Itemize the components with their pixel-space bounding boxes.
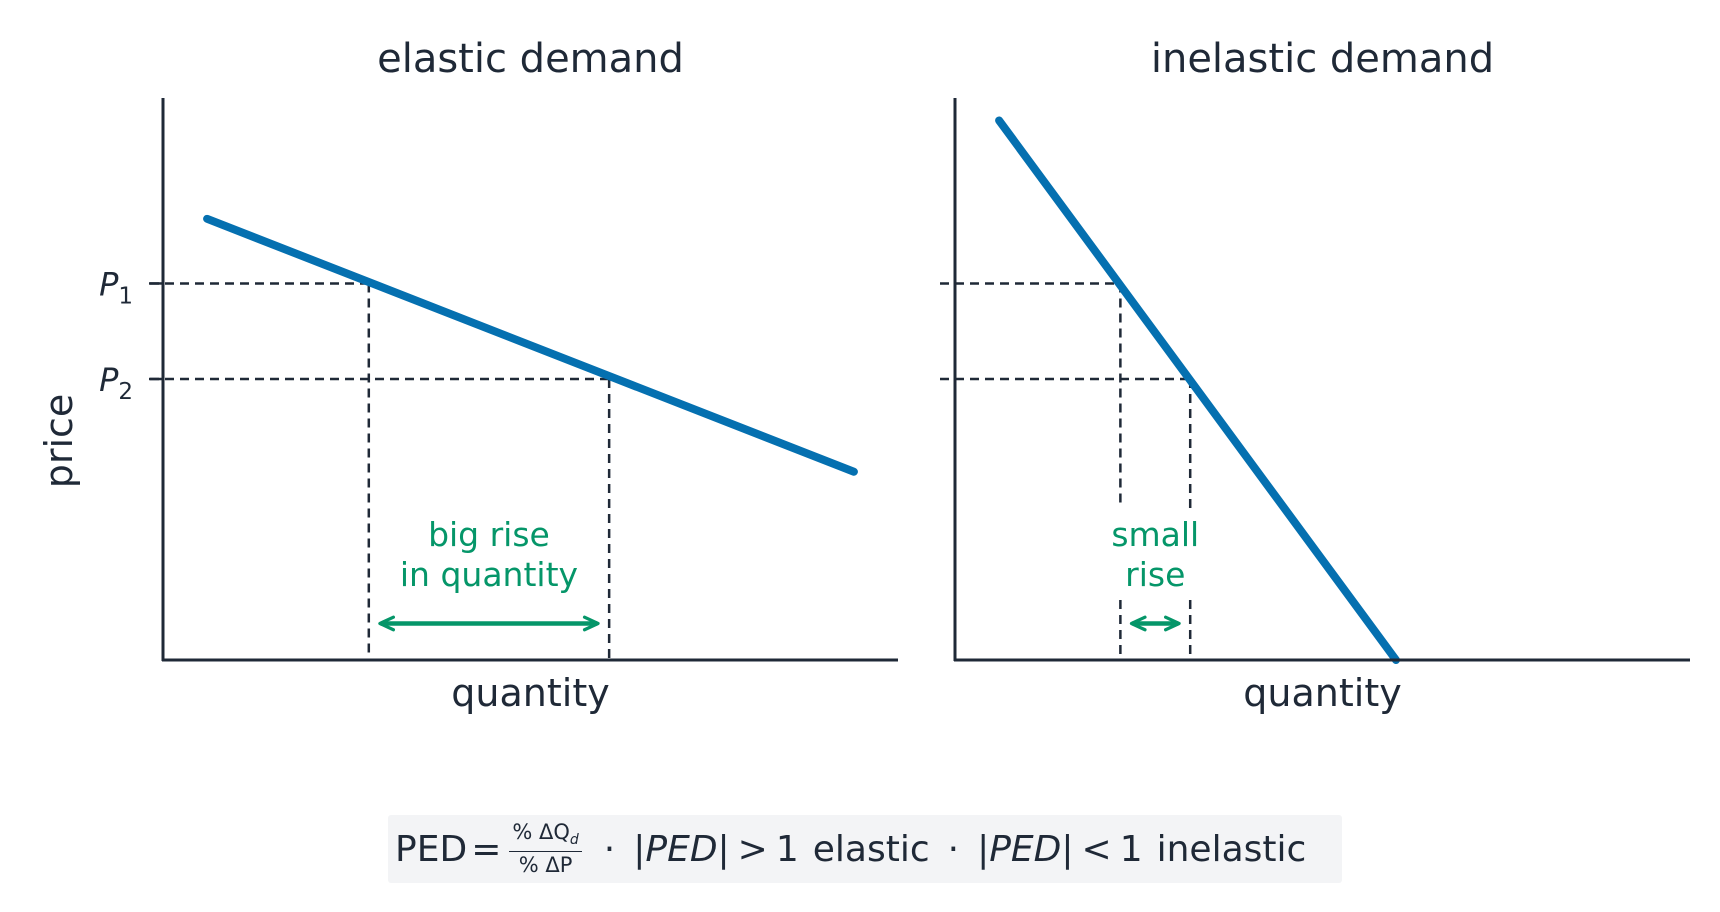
annotation-line-2-panel-1: in quantity	[400, 555, 578, 594]
y-tick-label-2: P2	[99, 361, 133, 405]
formula-separator: ·	[603, 828, 616, 870]
annotation-line-1-panel-1: big rise	[428, 515, 550, 554]
formula-numerator: % ΔQd	[509, 822, 582, 852]
formula-fraction: % ΔQd % ΔP	[509, 822, 582, 877]
chart-title-2: inelastic demand	[1151, 36, 1494, 82]
demand-curve-2	[995, 116, 1400, 664]
annotation-line-2-panel-2: rise	[1125, 555, 1185, 594]
formula-separator-2: ·	[947, 828, 960, 870]
formula-inelastic: inelastic	[1156, 828, 1307, 870]
formula-one-2: 1	[1119, 828, 1143, 870]
formula-abs-ped-1: |PED|	[633, 828, 730, 870]
formula-equals: =	[471, 828, 502, 870]
formula-lt: <	[1081, 828, 1112, 870]
x-axis-label-2: quantity	[1243, 671, 1401, 715]
chart-title-1: elastic demand	[377, 36, 684, 82]
y-axis-label: price	[37, 394, 81, 489]
annotation-line-1-panel-2: small	[1111, 515, 1199, 554]
formula-denominator: % ΔP	[518, 852, 573, 877]
formula-elastic: elastic	[812, 828, 930, 870]
y-tick-label-1: P1	[99, 265, 133, 309]
demand-curve-1	[203, 214, 858, 476]
formula-box	[388, 815, 1342, 883]
formula-one-1: 1	[775, 828, 799, 870]
x-axis-label-1: quantity	[451, 671, 609, 715]
formula-gt: >	[737, 828, 768, 870]
ped-formula: PED = % ΔQd % ΔP · |PED| > 1 elastic · |…	[395, 820, 1306, 878]
formula-lhs: PED	[395, 828, 468, 870]
formula-abs-ped-2: |PED|	[977, 828, 1074, 870]
